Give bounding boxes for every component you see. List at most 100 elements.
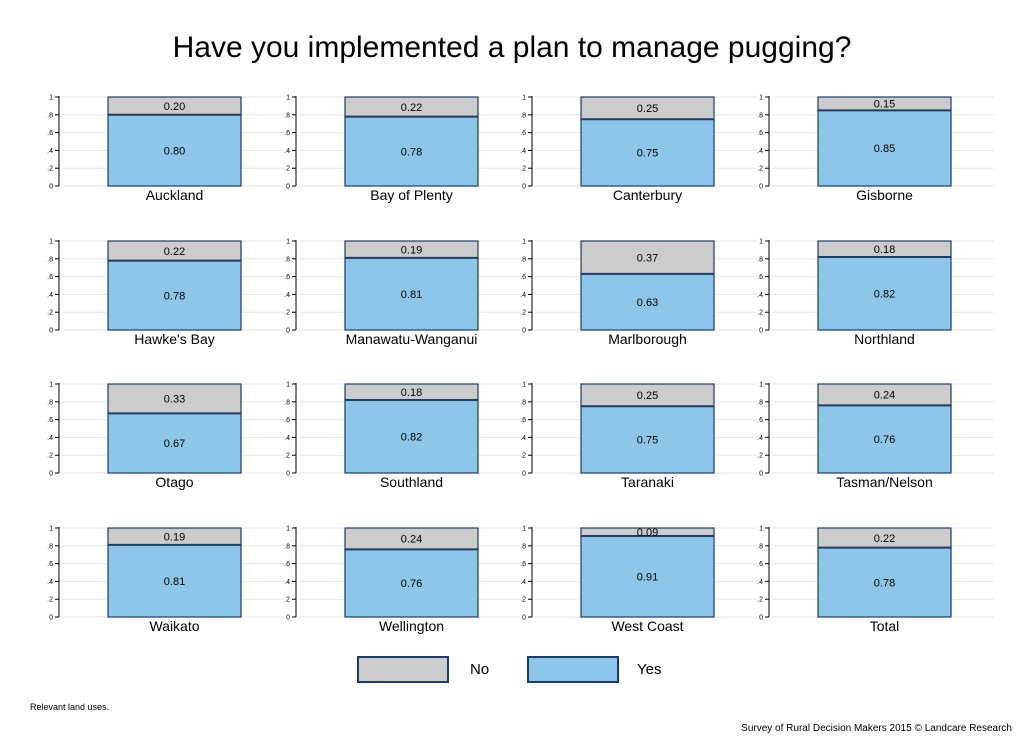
data-label-no: 0.37 [637, 252, 658, 264]
legend-item-yes: Yes [527, 656, 661, 683]
data-label-no: 0.09 [637, 527, 658, 539]
y-tick-label: .2 [520, 166, 526, 173]
panel-label: Marlborough [608, 331, 687, 347]
y-tick-label: .6 [520, 561, 526, 568]
data-label-yes: 0.63 [637, 297, 658, 309]
panel-label: Waikato [149, 618, 199, 634]
panel-label: Taranaki [621, 474, 674, 490]
y-tick-label: 1 [49, 95, 53, 102]
y-tick-label: .8 [520, 399, 526, 406]
y-tick-label: .4 [757, 292, 763, 299]
panel-label: Total [870, 618, 900, 634]
y-tick-label: .8 [47, 543, 53, 550]
y-tick-label: 1 [759, 95, 763, 102]
y-tick-label: .6 [520, 274, 526, 281]
data-label-no: 0.15 [874, 99, 895, 111]
y-tick-label: .4 [757, 579, 763, 586]
panel-label: Bay of Plenty [370, 187, 453, 203]
y-tick-label: .8 [284, 112, 290, 119]
data-label-no: 0.22 [874, 533, 895, 545]
y-tick-label: 1 [522, 239, 526, 246]
y-tick-label: .8 [520, 112, 526, 119]
y-tick-label: .6 [520, 130, 526, 137]
panel-label: Manawatu-Wanganui [346, 331, 478, 347]
y-tick-label: .8 [757, 112, 763, 119]
bar-yes [817, 256, 952, 331]
y-tick-label: .4 [757, 435, 763, 442]
data-label-no: 0.19 [401, 244, 422, 256]
data-label-yes: 0.81 [401, 289, 422, 301]
y-tick-label: 1 [286, 526, 290, 533]
bar-yes [344, 548, 479, 618]
y-tick-label: .8 [284, 256, 290, 263]
data-label-no: 0.33 [164, 394, 185, 406]
y-tick-label: 1 [522, 526, 526, 533]
panel-label: West Coast [611, 618, 683, 634]
y-tick-label: .2 [284, 166, 290, 173]
data-label-no: 0.25 [637, 390, 658, 402]
y-tick-label: .4 [284, 148, 290, 155]
y-tick-label: 1 [286, 239, 290, 246]
y-tick-label: 0 [522, 615, 526, 622]
y-tick-label: .6 [284, 274, 290, 281]
y-tick-label: .8 [520, 543, 526, 550]
y-tick-label: .6 [757, 274, 763, 281]
y-tick-label: .2 [47, 166, 53, 173]
bar-yes [107, 259, 242, 331]
y-tick-label: 1 [759, 526, 763, 533]
source-credit: Survey of Rural Decision Makers 2015 © L… [741, 723, 1012, 734]
y-tick-label: .2 [757, 166, 763, 173]
panel-label: Gisborne [856, 187, 913, 203]
y-tick-label: .2 [520, 597, 526, 604]
y-tick-label: .2 [520, 310, 526, 317]
bar-no [107, 383, 242, 414]
y-tick-label: .8 [520, 256, 526, 263]
legend-swatch-yes [527, 656, 619, 683]
y-tick-label: .6 [520, 417, 526, 424]
y-tick-label: .8 [757, 543, 763, 550]
y-tick-label: 0 [49, 471, 53, 478]
y-tick-label: .2 [47, 453, 53, 460]
data-label-no: 0.22 [164, 246, 185, 258]
y-tick-label: .6 [47, 417, 53, 424]
data-label-yes: 0.67 [164, 438, 185, 450]
y-tick-label: .6 [284, 417, 290, 424]
y-tick-label: .6 [284, 561, 290, 568]
panel-label: Auckland [146, 187, 204, 203]
y-tick-label: 0 [522, 328, 526, 335]
data-label-yes: 0.81 [164, 576, 185, 588]
data-label-yes: 0.76 [874, 434, 895, 446]
y-tick-label: 1 [49, 526, 53, 533]
data-label-yes: 0.82 [874, 289, 895, 301]
bar-yes [107, 544, 242, 618]
y-tick-label: 1 [522, 382, 526, 389]
y-tick-label: .6 [284, 130, 290, 137]
y-tick-label: .6 [757, 417, 763, 424]
data-label-no: 0.19 [164, 531, 185, 543]
bar-yes [580, 118, 715, 187]
legend-swatch-no [357, 656, 449, 683]
bar-yes [580, 405, 715, 474]
data-label-no: 0.25 [637, 103, 658, 115]
y-tick-label: 0 [286, 184, 290, 191]
y-tick-label: .4 [757, 148, 763, 155]
y-tick-label: .2 [757, 597, 763, 604]
y-tick-label: .8 [757, 256, 763, 263]
panel-label: Hawke's Bay [134, 331, 214, 347]
y-tick-label: .8 [757, 399, 763, 406]
y-tick-label: 1 [522, 95, 526, 102]
bar-yes [580, 535, 715, 618]
y-tick-label: 0 [522, 184, 526, 191]
y-tick-label: .4 [284, 435, 290, 442]
panel-label: Northland [854, 331, 915, 347]
y-tick-label: 1 [49, 382, 53, 389]
data-label-no: 0.24 [874, 390, 895, 402]
y-tick-label: 0 [759, 184, 763, 191]
y-tick-label: .6 [757, 130, 763, 137]
y-tick-label: 0 [759, 615, 763, 622]
y-tick-label: .4 [284, 292, 290, 299]
y-tick-label: .2 [47, 597, 53, 604]
data-label-yes: 0.91 [637, 572, 658, 584]
y-tick-label: .8 [47, 256, 53, 263]
